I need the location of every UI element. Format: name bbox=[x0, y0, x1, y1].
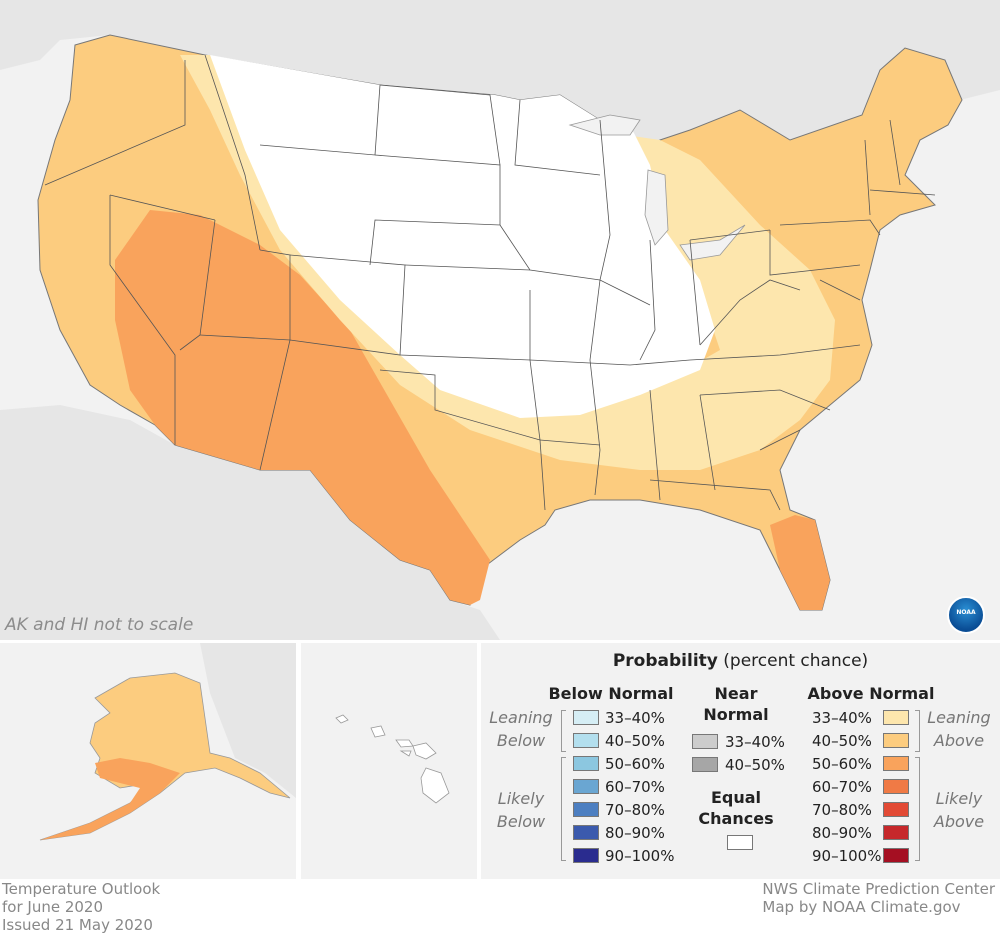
equal-chances-heading-2: Chances bbox=[698, 809, 774, 828]
below-label-6: 90–100% bbox=[605, 847, 675, 865]
state-boundaries bbox=[44, 54, 936, 511]
footer-title: Temperature Outlook bbox=[2, 880, 161, 898]
above-likely-bracket bbox=[915, 757, 920, 861]
above-leaning-bracket bbox=[915, 710, 920, 752]
hawaii-islands bbox=[335, 714, 450, 804]
legend: Probability (percent chance) Below Norma… bbox=[481, 643, 1000, 879]
above-normal-heading: Above Normal bbox=[807, 684, 935, 703]
below-swatch-5 bbox=[573, 825, 599, 840]
great-lakes bbox=[568, 114, 746, 261]
region-above-50-60 bbox=[115, 210, 490, 605]
scale-note: AK and HI not to scale bbox=[5, 615, 194, 635]
above-label-4: 70–80% bbox=[812, 801, 872, 819]
above-swatch-6 bbox=[883, 848, 909, 863]
below-swatch-6 bbox=[573, 848, 599, 863]
above-label-1: 40–50% bbox=[812, 732, 872, 750]
noaa-logo-icon: NOAA bbox=[947, 596, 985, 634]
near-normal-heading-2: Normal bbox=[703, 705, 769, 724]
legend-title-rest: (percent chance) bbox=[723, 651, 869, 671]
alaska-above-50-60 bbox=[40, 758, 180, 840]
below-leaning-label: Leaning Below bbox=[483, 706, 559, 752]
below-likely-bracket bbox=[561, 757, 566, 861]
below-label-3: 60–70% bbox=[605, 778, 665, 796]
conus-map: AK and HI not to scale NOAA bbox=[0, 0, 1000, 640]
region-above-50-60-florida bbox=[770, 515, 830, 610]
below-label-0: 33–40% bbox=[605, 709, 665, 727]
conus-map-graphic bbox=[0, 0, 1000, 640]
above-swatch-5 bbox=[883, 825, 909, 840]
below-swatch-3 bbox=[573, 779, 599, 794]
below-label-5: 80–90% bbox=[605, 824, 665, 842]
above-leaning-label: Leaning Above bbox=[921, 706, 997, 752]
below-normal-heading: Below Normal bbox=[548, 684, 674, 703]
near-label-1: 40–50% bbox=[725, 756, 785, 774]
above-swatch-1 bbox=[883, 733, 909, 748]
footer-credit-cpc: NWS Climate Prediction Center bbox=[762, 880, 995, 898]
above-label-6: 90–100% bbox=[812, 847, 882, 865]
near-label-0: 33–40% bbox=[725, 733, 785, 751]
below-label-4: 70–80% bbox=[605, 801, 665, 819]
near-swatch-0 bbox=[692, 734, 718, 749]
hawaii-map-graphic bbox=[335, 714, 450, 804]
equal-chances-swatch bbox=[727, 835, 753, 850]
above-likely-label-1: Likely bbox=[935, 789, 983, 808]
below-label-2: 50–60% bbox=[605, 755, 665, 773]
mexico-land bbox=[0, 405, 500, 640]
equal-chances-heading: Equal Chances bbox=[686, 787, 786, 829]
footer-credit-climate: Map by NOAA Climate.gov bbox=[762, 898, 961, 916]
legend-title: Probability (percent chance) bbox=[481, 651, 1000, 671]
footer-left: Temperature Outlook for June 2020 Issued… bbox=[2, 880, 160, 934]
above-likely-label: Likely Above bbox=[921, 787, 997, 833]
equal-chances-heading-1: Equal bbox=[710, 788, 762, 807]
below-likely-label-2: Below bbox=[496, 812, 546, 831]
below-leaning-label-1: Leaning bbox=[489, 708, 553, 727]
above-label-2: 50–60% bbox=[812, 755, 872, 773]
above-likely-label-2: Above bbox=[933, 812, 985, 831]
alaska-map-graphic bbox=[39, 643, 296, 841]
above-swatch-0 bbox=[883, 710, 909, 725]
above-swatch-3 bbox=[883, 779, 909, 794]
canada-land bbox=[0, 0, 1000, 150]
below-leaning-bracket bbox=[561, 710, 566, 752]
near-normal-heading-1: Near bbox=[714, 684, 758, 703]
hawaii-inset bbox=[301, 643, 477, 879]
alaska-inset bbox=[0, 643, 296, 879]
below-swatch-4 bbox=[573, 802, 599, 817]
above-leaning-label-2: Above bbox=[933, 731, 985, 750]
below-swatch-0 bbox=[573, 710, 599, 725]
below-swatch-2 bbox=[573, 756, 599, 771]
below-label-1: 40–50% bbox=[605, 732, 665, 750]
footer-period: for June 2020 bbox=[2, 898, 104, 916]
below-likely-label: Likely Below bbox=[483, 787, 559, 833]
below-leaning-label-2: Below bbox=[496, 731, 546, 750]
above-label-5: 80–90% bbox=[812, 824, 872, 842]
footer-issued: Issued 21 May 2020 bbox=[2, 916, 153, 934]
region-above-33-40 bbox=[180, 55, 835, 470]
region-equal-chances bbox=[210, 55, 715, 418]
below-likely-label-1: Likely bbox=[497, 789, 545, 808]
above-swatch-2 bbox=[883, 756, 909, 771]
noaa-logo-text: NOAA bbox=[956, 609, 976, 616]
canada-land-inset bbox=[200, 643, 296, 798]
above-swatch-4 bbox=[883, 802, 909, 817]
above-leaning-label-1: Leaning bbox=[927, 708, 991, 727]
below-swatch-1 bbox=[573, 733, 599, 748]
legend-title-bold: Probability bbox=[612, 651, 718, 671]
near-swatch-1 bbox=[692, 757, 718, 772]
near-normal-heading: Near Normal bbox=[686, 683, 786, 725]
footer-right: NWS Climate Prediction Center Map by NOA… bbox=[762, 880, 995, 916]
above-label-0: 33–40% bbox=[812, 709, 872, 727]
above-label-3: 60–70% bbox=[812, 778, 872, 796]
